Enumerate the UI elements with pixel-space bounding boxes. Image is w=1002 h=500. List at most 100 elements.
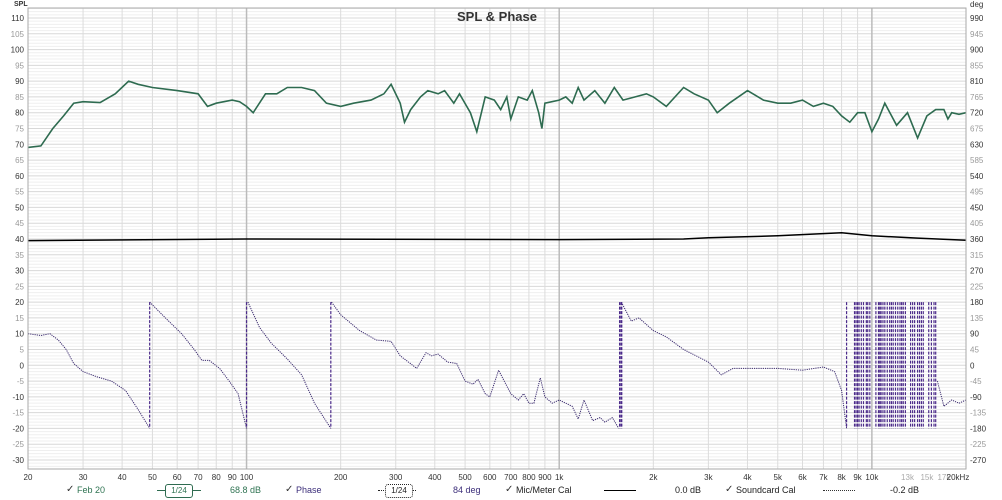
phase-smoothing-button[interactable]: 1/24	[385, 484, 413, 498]
y-tick-label: 70	[15, 140, 24, 149]
y-right-tick-label: -225	[970, 440, 987, 449]
y-right-label: deg	[970, 0, 983, 9]
x-tick-label: 10k	[865, 473, 879, 482]
y-left-label: SPL	[14, 1, 28, 8]
y-right-tick-label: -45	[970, 377, 982, 386]
x-tick-label: 80	[212, 473, 221, 482]
y-right-tick-label: 810	[970, 77, 984, 86]
y-tick-label: 30	[15, 267, 24, 276]
y-tick-label: 105	[11, 30, 25, 39]
x-tick-label: 20	[24, 473, 33, 482]
y-right-tick-label: 135	[970, 314, 984, 323]
x-axis: 20 30 40 50 60 70 80 90 100 200 300 400 500 600 700 800…	[24, 473, 970, 482]
y-right-tick-label: -90	[970, 393, 982, 402]
y-right-tick-label: 270	[970, 267, 984, 276]
y-tick-label: 75	[15, 125, 24, 134]
x-tick-label: 30	[79, 473, 88, 482]
y-tick-label: 35	[15, 251, 24, 260]
x-tick-label: 4k	[743, 473, 752, 482]
y-tick-label: 110	[11, 14, 24, 23]
y-right-tick-label: 630	[970, 140, 984, 149]
x-tick-label: 100	[240, 473, 254, 482]
soundcard-cal-label: Soundcard Cal	[736, 485, 796, 495]
y-right-tick-label: 225	[970, 282, 984, 291]
soundcard-cal-checkbox[interactable]: ✓	[725, 484, 734, 495]
y-right-tick-label: 90	[970, 330, 979, 339]
y-tick-label: -20	[12, 424, 24, 433]
x-tick-label: 400	[428, 473, 442, 482]
mic-cal-value: 0.0 dB	[675, 485, 702, 495]
y-tick-label: 55	[15, 188, 24, 197]
y-tick-label: -5	[17, 377, 25, 386]
feb20-label: Feb 20	[77, 485, 106, 495]
x-tick-label: 9k	[853, 473, 862, 482]
y-right-tick-label: 360	[970, 235, 984, 244]
mic-cal-label: Mic/Meter Cal	[516, 485, 572, 495]
phase-checkbox[interactable]: ✓	[285, 484, 294, 495]
x-tick-label: 7k	[819, 473, 828, 482]
mic-cal-line-sample	[604, 490, 636, 491]
phase-value: 84 deg	[453, 485, 481, 495]
y-right-tick-label: 720	[970, 109, 984, 118]
x-tick-label: 3k	[704, 473, 713, 482]
soundcard-cal-value: -0.2 dB	[890, 485, 920, 495]
x-tick-label: 800	[522, 473, 536, 482]
y-tick-label: 60	[15, 172, 24, 181]
y-axis-right: -270 -225 -180 -135 -90 -45 0 45 90 135 180 225 270 3…	[970, 14, 987, 465]
x-tick-label: 6k	[798, 473, 807, 482]
phase-label: Phase	[296, 485, 322, 495]
x-tick-label: 700	[504, 473, 518, 482]
y-tick-label: 100	[11, 46, 25, 55]
x-tick-label: 900	[538, 473, 552, 482]
phase-curve-segment	[27, 333, 151, 429]
mic-cal-curve	[27, 231, 967, 242]
y-right-tick-label: 0	[970, 361, 975, 370]
y-right-tick-label: 450	[970, 203, 984, 212]
feb20-checkbox[interactable]: ✓	[66, 484, 75, 495]
phase-curve-segment	[936, 380, 967, 408]
x-tick-label: 5k	[774, 473, 783, 482]
y-right-tick-label: 45	[970, 346, 979, 355]
y-right-tick-label: 405	[970, 219, 984, 228]
x-tick-label: 90	[228, 473, 237, 482]
y-right-tick-label: -270	[970, 456, 987, 465]
y-right-tick-label: 675	[970, 125, 984, 134]
y-tick-label: 90	[15, 77, 24, 86]
y-tick-label: -15	[12, 409, 24, 418]
y-right-tick-label: 855	[970, 61, 984, 70]
feb20-smoothing-button[interactable]: 1/24	[165, 484, 193, 498]
mic-cal-checkbox[interactable]: ✓	[505, 484, 514, 495]
phase-curve-segment	[620, 301, 848, 429]
y-tick-label: 65	[15, 156, 24, 165]
y-right-tick-label: 585	[970, 156, 984, 165]
x-tick-label: 2k	[649, 473, 658, 482]
y-right-tick-label: 495	[970, 188, 984, 197]
x-tick-label: 1k	[555, 473, 564, 482]
y-tick-label: 5	[20, 346, 25, 355]
y-tick-label: 15	[15, 314, 24, 323]
x-tick-label: 20kHz	[947, 473, 970, 482]
x-tick-label: 8k	[837, 473, 846, 482]
x-tick-label: 500	[458, 473, 472, 482]
y-tick-label: 50	[15, 203, 24, 212]
y-axis-left: -30 -25 -20 -15 -10 -5 0 5 10 15 20 25 30 35 40 45 50 55 6…	[11, 14, 25, 465]
y-tick-label: 0	[20, 361, 25, 370]
y-tick-label: 10	[15, 330, 24, 339]
x-tick-label: 40	[118, 473, 127, 482]
feb20-value: 68.8 dB	[230, 485, 262, 495]
y-right-tick-label: -135	[970, 409, 987, 418]
y-tick-label: -30	[12, 456, 24, 465]
x-tick-label: 300	[389, 473, 403, 482]
y-tick-label: 95	[15, 61, 24, 70]
y-right-tick-label: 900	[970, 46, 984, 55]
y-tick-label: 40	[15, 235, 24, 244]
y-tick-label: 80	[15, 109, 24, 118]
y-tick-label: -10	[12, 393, 24, 402]
x-tick-label: 600	[483, 473, 497, 482]
y-tick-label: 25	[15, 282, 24, 291]
y-right-tick-label: 945	[970, 30, 984, 39]
y-tick-label: 45	[15, 219, 24, 228]
y-right-tick-label: 540	[970, 172, 984, 181]
x-tick-label: 60	[173, 473, 182, 482]
x-tick-label: 70	[194, 473, 203, 482]
